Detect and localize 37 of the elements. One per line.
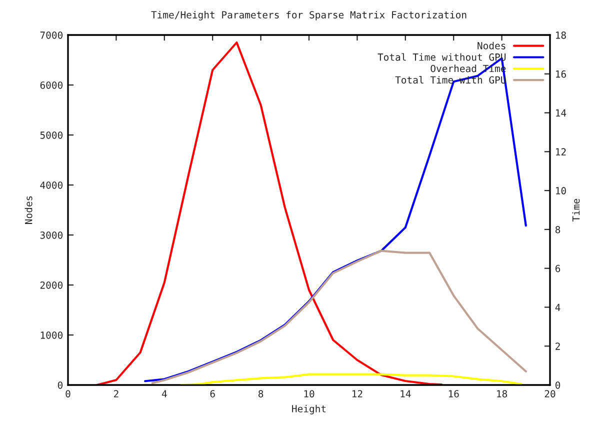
x-tick-label: 8: [258, 390, 264, 398]
y-tick-label: 1000: [40, 332, 63, 339]
legend-label: Total Time without GPU: [378, 53, 506, 61]
x-tick-label: 4: [162, 390, 167, 398]
y2-axis-title: Time: [572, 198, 580, 222]
y2-tick-label: 0: [555, 382, 560, 389]
y2-tick-label: 18: [556, 32, 566, 39]
y2-tick-label: 4: [555, 304, 560, 311]
y-tick-label: 6000: [40, 82, 63, 89]
y2-tick-label: 12: [556, 148, 566, 156]
y-tick-label: 5000: [40, 132, 63, 139]
y-tick-label: 0: [58, 382, 63, 389]
x-tick-label: 20: [544, 390, 556, 398]
y2-tick-label: 10: [556, 187, 566, 194]
line-series: [151, 250, 527, 384]
legend-label: Nodes: [478, 42, 506, 50]
y2-tick-label: 14: [556, 109, 566, 116]
y-tick-label: 3000: [40, 232, 63, 239]
line-series: [180, 373, 522, 385]
x-tick-label: 10: [304, 390, 314, 398]
x-tick-label: 16: [448, 390, 459, 398]
x-tick-label: 6: [210, 390, 215, 398]
x-axis-title: Height: [292, 404, 326, 414]
x-tick-label: 0: [66, 390, 70, 398]
y-tick-label: 7000: [40, 32, 63, 39]
y-tick-label: 2000: [40, 282, 63, 289]
x-tick-label: 12: [352, 390, 362, 398]
x-tick-label: 14: [400, 390, 411, 398]
y2-tick-label: 6: [555, 264, 560, 272]
chart-title: Time/Height Parameters for Sparse Matrix Factorization: [151, 10, 466, 20]
y-tick-label: 4000: [40, 182, 63, 189]
x-tick-label: 2: [114, 390, 118, 398]
y2-tick-label: 16: [556, 70, 566, 78]
y-axis-title: Nodes: [24, 196, 32, 224]
x-tick-label: 18: [497, 390, 508, 398]
y2-tick-label: 8: [555, 226, 560, 234]
y2-tick-label: 2: [556, 342, 560, 350]
